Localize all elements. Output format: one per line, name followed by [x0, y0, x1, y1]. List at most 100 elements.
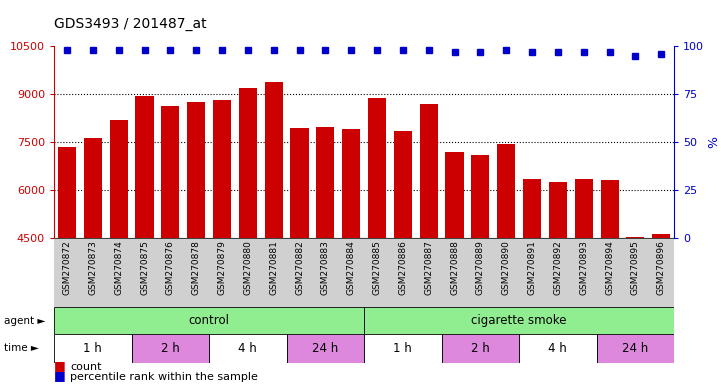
Text: GSM270879: GSM270879 [218, 240, 226, 295]
Text: cigarette smoke: cigarette smoke [472, 314, 567, 327]
Bar [467, 238, 493, 307]
Bar [84, 138, 102, 238]
Bar [239, 88, 257, 238]
Bar [317, 127, 335, 238]
Bar [472, 155, 490, 238]
Text: GSM270878: GSM270878 [192, 240, 200, 295]
Text: GSM270882: GSM270882 [295, 240, 304, 295]
Bar [519, 238, 545, 307]
Text: GSM270884: GSM270884 [347, 240, 355, 295]
Text: GSM270886: GSM270886 [399, 240, 407, 295]
Bar [364, 238, 390, 307]
Text: GSM270887: GSM270887 [424, 240, 433, 295]
Y-axis label: %: % [707, 136, 720, 148]
Bar [545, 238, 571, 307]
Text: GSM270885: GSM270885 [373, 240, 381, 295]
Text: 4 h: 4 h [239, 342, 257, 355]
Text: GSM270894: GSM270894 [605, 240, 614, 295]
Bar [312, 238, 338, 307]
Bar [653, 234, 671, 238]
Bar [571, 238, 596, 307]
Text: GSM270890: GSM270890 [502, 240, 510, 295]
Bar [106, 238, 131, 307]
Bar [364, 307, 674, 334]
Bar [441, 238, 467, 307]
Text: 2 h: 2 h [471, 342, 490, 355]
Bar [261, 238, 286, 307]
Bar [265, 82, 283, 238]
Bar [286, 334, 364, 363]
Text: GSM270892: GSM270892 [554, 240, 562, 295]
Bar [54, 307, 364, 334]
Bar [648, 238, 674, 307]
Bar [136, 96, 154, 238]
Bar [131, 238, 157, 307]
Bar [441, 334, 519, 363]
Bar [446, 152, 464, 238]
Bar [394, 131, 412, 238]
Bar [131, 334, 209, 363]
Bar [627, 237, 645, 238]
Bar [286, 238, 312, 307]
Text: GSM270873: GSM270873 [89, 240, 97, 295]
Text: GSM270880: GSM270880 [244, 240, 252, 295]
Text: GSM270889: GSM270889 [476, 240, 485, 295]
Text: GSM270891: GSM270891 [528, 240, 536, 295]
Bar [338, 238, 364, 307]
Text: percentile rank within the sample: percentile rank within the sample [70, 372, 258, 382]
Bar [291, 127, 309, 238]
Bar [420, 104, 438, 238]
Text: time ►: time ► [4, 343, 38, 354]
Text: GSM270888: GSM270888 [450, 240, 459, 295]
Bar [183, 238, 209, 307]
Text: GSM270874: GSM270874 [114, 240, 123, 295]
Text: GSM270881: GSM270881 [269, 240, 278, 295]
Text: GSM270872: GSM270872 [63, 240, 71, 295]
Bar [622, 238, 648, 307]
Bar [519, 334, 597, 363]
Bar [390, 238, 416, 307]
Bar [209, 334, 286, 363]
Bar [523, 179, 541, 238]
Bar [596, 334, 674, 363]
Bar [497, 144, 516, 238]
Bar [368, 98, 386, 238]
Bar [157, 238, 183, 307]
Bar [54, 238, 80, 307]
Bar [58, 147, 76, 238]
Text: GSM270875: GSM270875 [140, 240, 149, 295]
Text: GSM270893: GSM270893 [579, 240, 588, 295]
Bar [162, 106, 180, 238]
Text: 2 h: 2 h [161, 342, 180, 355]
Text: control: control [189, 314, 229, 327]
Bar [342, 129, 360, 238]
Bar [187, 102, 205, 238]
Bar [601, 180, 619, 238]
Text: GDS3493 / 201487_at: GDS3493 / 201487_at [54, 17, 207, 31]
Bar [209, 238, 235, 307]
Text: 24 h: 24 h [312, 342, 338, 355]
Text: 24 h: 24 h [622, 342, 648, 355]
Text: GSM270883: GSM270883 [321, 240, 329, 295]
Bar [364, 334, 441, 363]
Text: 1 h: 1 h [84, 342, 102, 355]
Text: agent ►: agent ► [4, 316, 45, 326]
Text: 1 h: 1 h [394, 342, 412, 355]
Bar [596, 238, 622, 307]
Text: GSM270876: GSM270876 [166, 240, 174, 295]
Bar [54, 334, 131, 363]
Text: ■: ■ [54, 359, 66, 372]
Text: ■: ■ [54, 369, 66, 382]
Bar [416, 238, 441, 307]
Bar [493, 238, 519, 307]
Bar [575, 179, 593, 238]
Bar [213, 100, 231, 238]
Bar [549, 182, 567, 238]
Bar [80, 238, 106, 307]
Text: count: count [70, 362, 102, 372]
Text: 4 h: 4 h [549, 342, 567, 355]
Text: GSM270895: GSM270895 [631, 240, 640, 295]
Text: GSM270896: GSM270896 [657, 240, 665, 295]
Bar [110, 120, 128, 238]
Bar [235, 238, 261, 307]
